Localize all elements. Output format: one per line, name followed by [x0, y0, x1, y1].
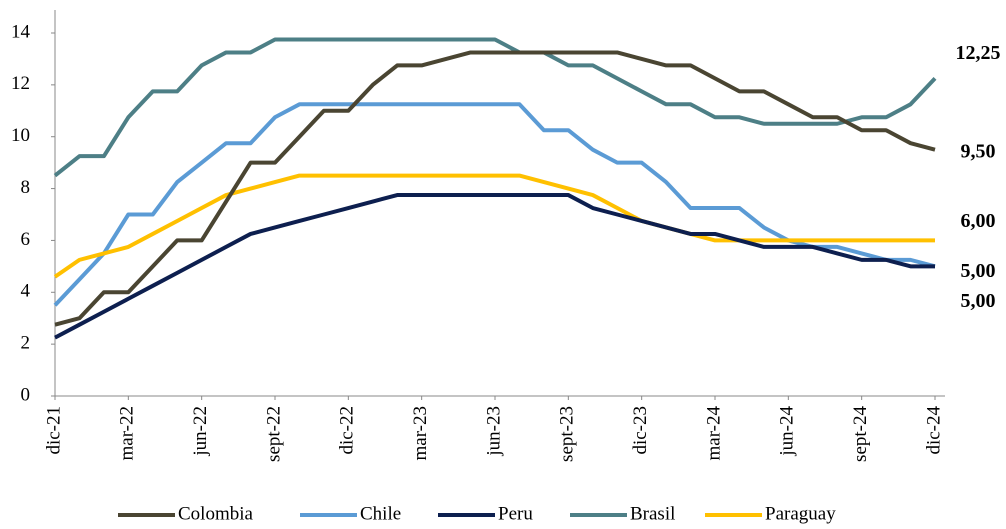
x-tick-label: dic-21 [43, 406, 64, 455]
y-tick-label: 6 [21, 229, 31, 250]
end-label: 5,00 [961, 260, 996, 282]
x-tick-label: sept-24 [850, 406, 871, 462]
y-tick-label: 2 [21, 333, 31, 354]
x-tick-label: dic-23 [630, 406, 651, 455]
x-tick-label: mar-23 [410, 406, 431, 461]
legend-label: Brasil [630, 503, 675, 524]
legend-label: Colombia [178, 503, 254, 524]
end-label: 9,50 [961, 140, 996, 162]
y-tick-label: 8 [21, 177, 31, 198]
x-tick-label: jun-23 [483, 406, 504, 457]
legend-label: Paraguay [765, 503, 836, 524]
x-tick-label: dic-24 [923, 406, 944, 455]
series-line [54, 193, 935, 340]
x-tick-label: dic-22 [337, 406, 358, 455]
legend-label: Chile [360, 503, 401, 524]
x-tick-label: sept-22 [263, 406, 284, 462]
y-tick-label: 12 [11, 73, 30, 94]
series-line [53, 102, 936, 307]
end-label: 12,25 [956, 42, 1001, 64]
series-line [53, 37, 937, 178]
series-line [54, 50, 936, 327]
x-tick-label: sept-23 [557, 406, 578, 462]
y-tick-label: 0 [21, 384, 31, 405]
x-tick-label: mar-22 [117, 406, 138, 461]
x-tick-label: jun-24 [777, 406, 798, 457]
series-line [53, 173, 935, 279]
end-label: 6,00 [961, 210, 996, 232]
y-tick-label: 14 [11, 21, 31, 42]
y-tick-label: 10 [11, 125, 30, 146]
x-tick-label: mar-24 [703, 406, 724, 461]
legend-label: Peru [498, 503, 533, 524]
y-tick-label: 4 [21, 281, 31, 302]
x-tick-label: jun-22 [190, 406, 211, 457]
end-label: 5,00 [961, 290, 996, 312]
